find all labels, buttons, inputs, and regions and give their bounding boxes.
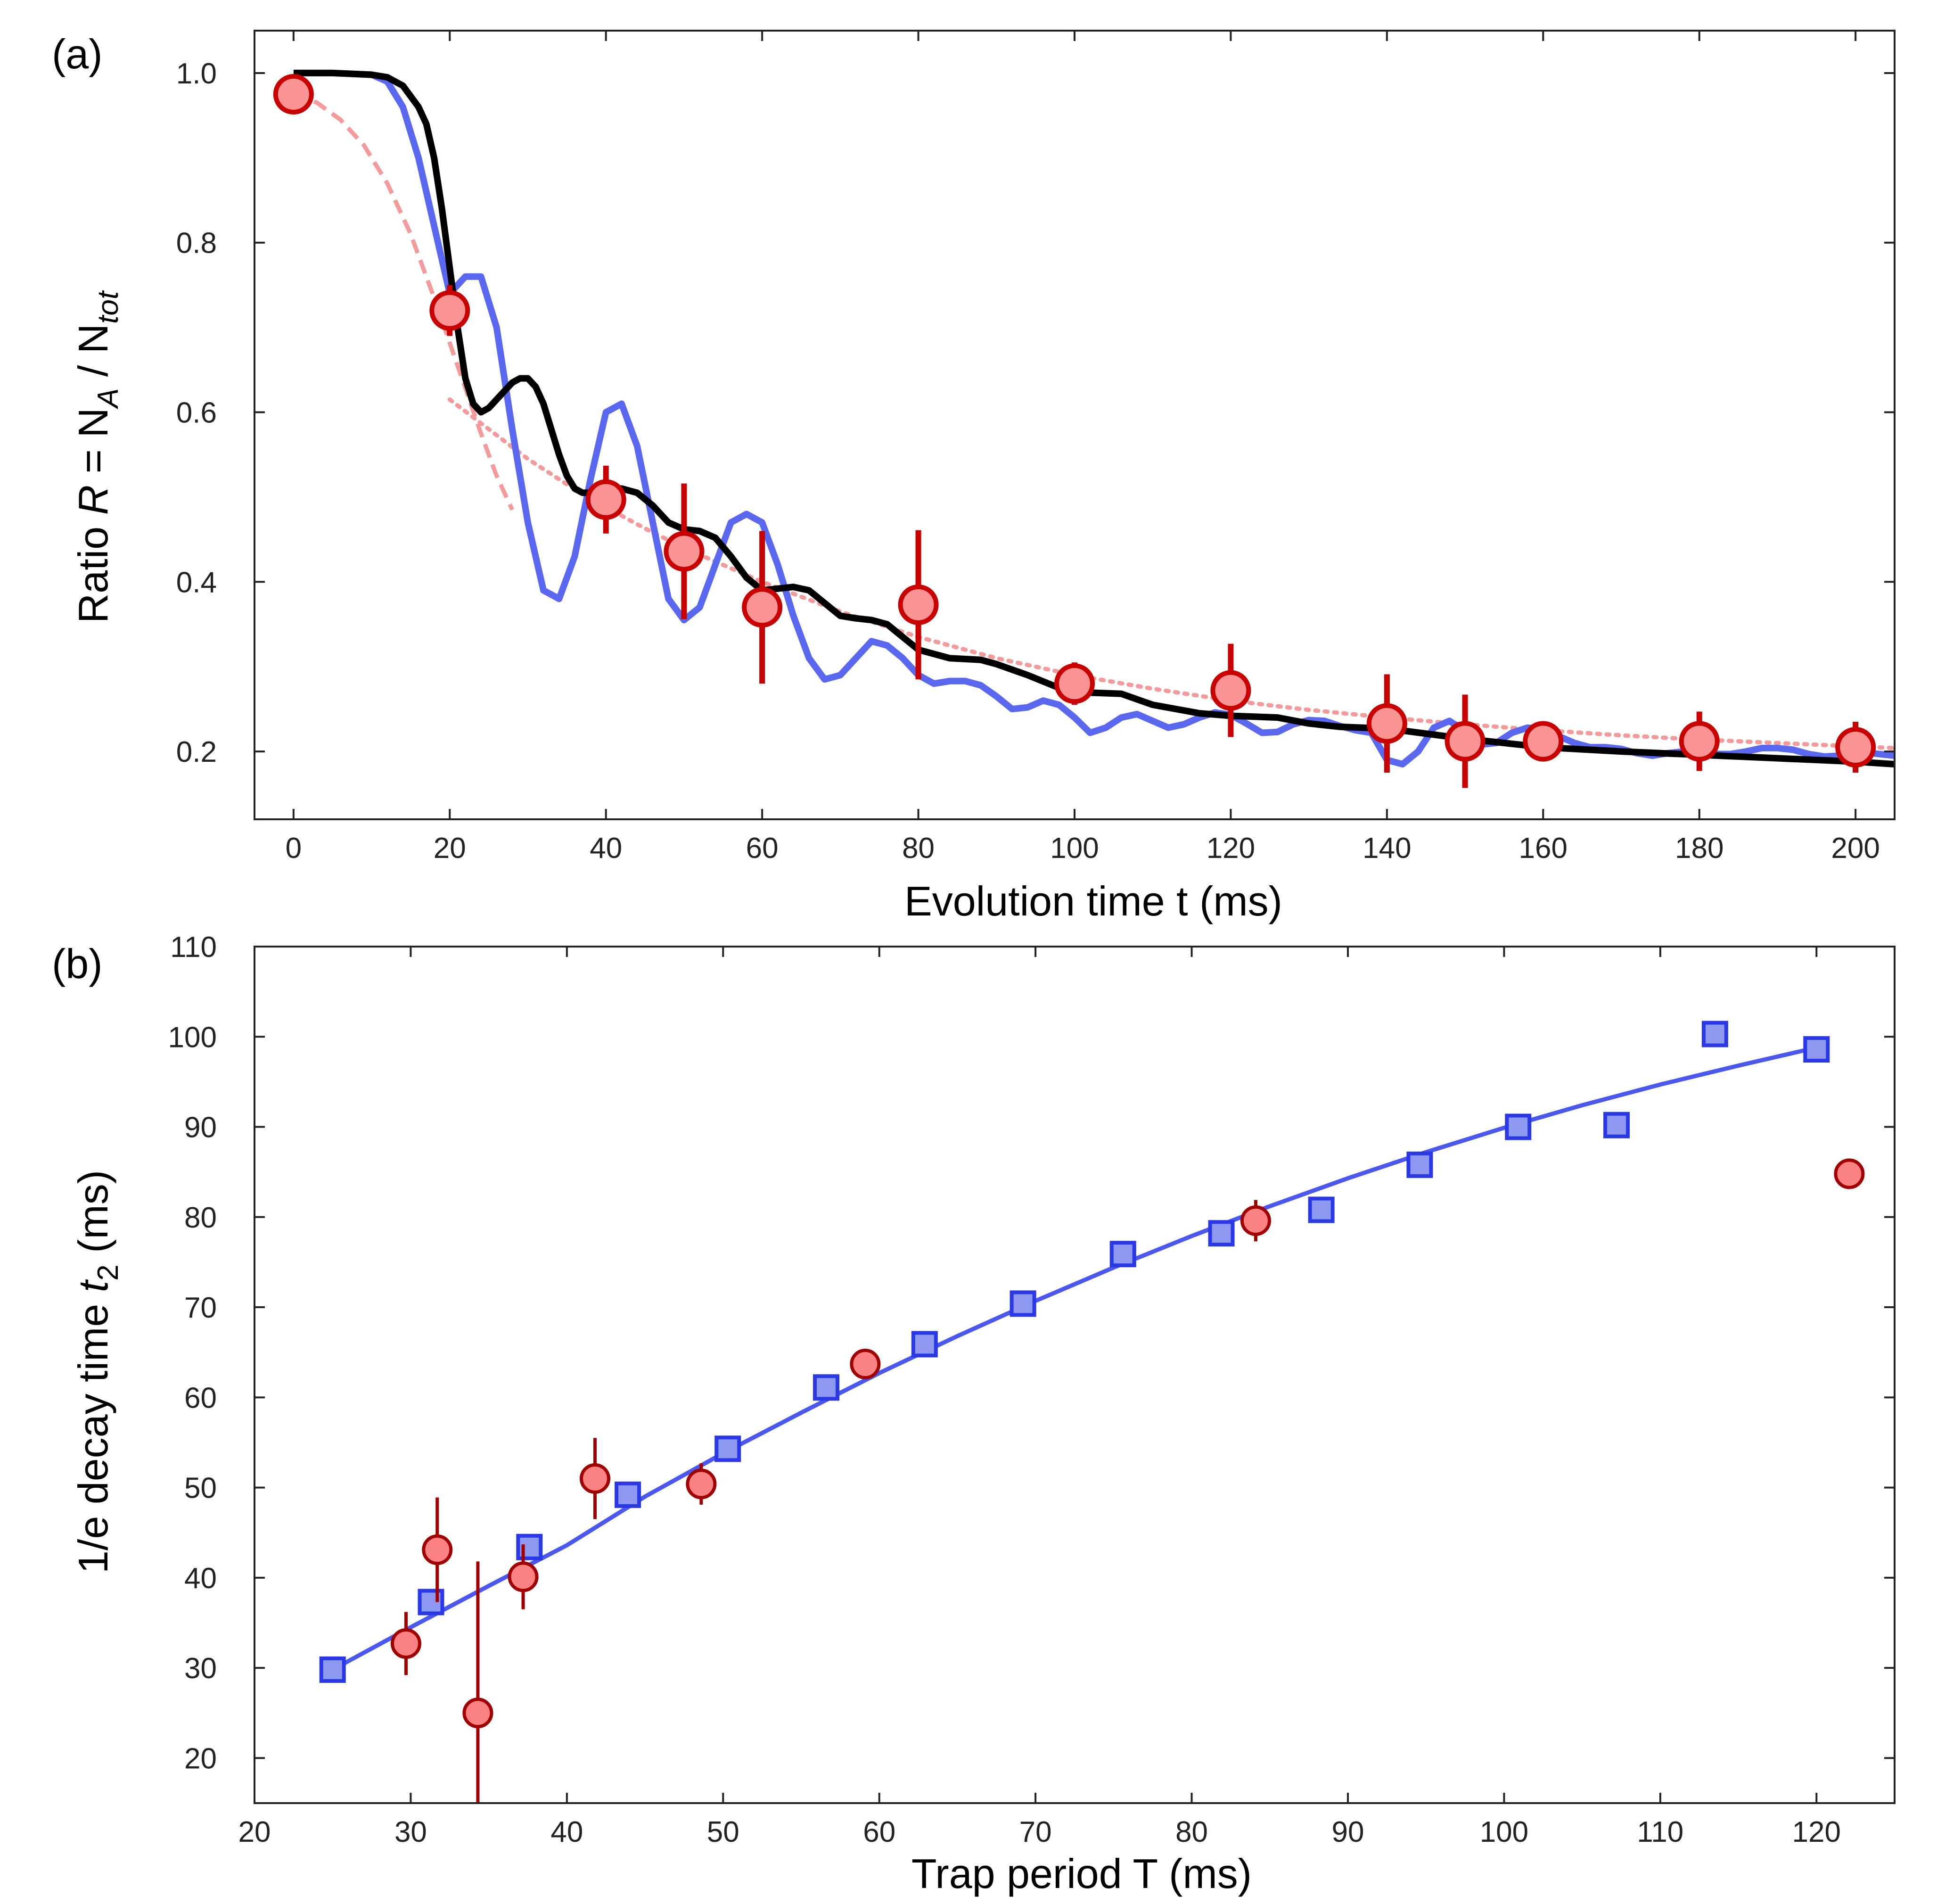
panel-a-x-axis-label: Evolution time t (ms): [904, 878, 1282, 924]
panel-a-x-tick-label: 140: [1362, 832, 1411, 865]
panel-b: (b) 20 30 40 50 60 70 80 90 100 110 120 20 30 40 50 60 7…: [52, 931, 1896, 1897]
panel-a-x-tick-label: 100: [1050, 832, 1099, 865]
data-point: [898, 584, 939, 625]
square-point: [516, 1533, 543, 1560]
panel-b-x-tick-label: 20: [238, 1816, 271, 1848]
panel-a-y-tick-label: 0.6: [176, 397, 217, 429]
square-point: [1803, 1036, 1830, 1063]
panel-a-x-tick-label: 0: [286, 832, 302, 865]
panel-b-label: (b): [52, 940, 103, 987]
square-point: [714, 1435, 741, 1462]
panel-b-y-tick-label: 70: [184, 1292, 217, 1324]
panel-b-x-tick-label: 110: [1637, 1816, 1683, 1848]
circle-point: [508, 1561, 539, 1592]
square-point: [1406, 1151, 1433, 1178]
circle-point: [1240, 1205, 1271, 1236]
panel-a-y-tick-label: 0.2: [176, 736, 217, 768]
panel-b-series: [319, 1021, 1865, 1803]
square-point: [1010, 1290, 1036, 1317]
panel-b-y-tick-label: 80: [184, 1202, 217, 1234]
data-point: [664, 531, 705, 572]
panel-a-y-tick-label: 0.8: [176, 227, 217, 260]
panel-b-x-tick-label: 100: [1480, 1816, 1528, 1848]
data-point: [1366, 703, 1407, 744]
panel-a-x-tick-label: 20: [434, 832, 466, 865]
panel-a-x-tick-label: 160: [1519, 832, 1568, 865]
panel-b-y-tick-label: 90: [184, 1112, 217, 1144]
panel-a-plot-area: 0 20 40 60 80 100 120 140 160 180 200 0.2 0.4 0.6 0.8 1…: [176, 30, 1896, 865]
panel-a-y-tick-label: 1.0: [176, 58, 217, 90]
square-point: [1603, 1112, 1630, 1138]
data-point: [585, 479, 626, 520]
panel-b-y-tick-label: 110: [170, 931, 217, 964]
panel-b-y-tick-label: 100: [168, 1021, 217, 1054]
panel-b-y-tick-label: 40: [184, 1562, 217, 1595]
panel-a-label: (a): [52, 31, 103, 77]
square-point: [319, 1656, 346, 1683]
panel-a-x-tick-label: 60: [746, 832, 779, 865]
square-point: [1505, 1113, 1532, 1140]
panel-b-y-tick-label: 30: [184, 1652, 217, 1685]
data-point: [1835, 727, 1876, 768]
panel-b-x-tick-label: 50: [707, 1816, 739, 1848]
panel-b-y-axis-label: 1/e decay time t2 (ms): [70, 1170, 124, 1574]
panel-b-x-axis-label: Trap period T (ms): [911, 1850, 1252, 1897]
square-point: [1208, 1220, 1235, 1247]
square-point: [813, 1374, 840, 1401]
panel-b-x-tick-label: 90: [1332, 1816, 1364, 1848]
panel-b-x-tick-label: 40: [550, 1816, 583, 1848]
panel-a-x-tick-label: 120: [1207, 832, 1255, 865]
panel-a-x-tick-label: 180: [1675, 832, 1724, 865]
panel-b-y-tick-label: 60: [184, 1382, 217, 1414]
data-point: [742, 587, 783, 628]
data-point: [273, 74, 314, 115]
data-point: [1523, 721, 1564, 762]
panel-b-x-tick-label: 30: [394, 1816, 427, 1848]
panel-a-x-tick-label: 80: [902, 832, 935, 865]
panel-b-x-tick-label: 60: [863, 1816, 895, 1848]
panel-a-x-tick-label: 200: [1831, 832, 1880, 865]
circle-point: [422, 1534, 453, 1566]
panel-b-plot-area: 20 30 40 50 60 70 80 90 100 110 120 20 30 40 50 60 70 80 9…: [168, 931, 1896, 1848]
circle-point: [686, 1468, 717, 1500]
panel-b-x-tick-label: 80: [1175, 1816, 1208, 1848]
panel-b-y-tick-label: 20: [184, 1742, 217, 1775]
series-black-model-line: [293, 69, 1895, 768]
square-point: [418, 1589, 444, 1616]
panel-a-series: [273, 69, 1895, 788]
panel-b-axes-frame: [254, 946, 1896, 1804]
series-pink-dashed-fit: [293, 92, 514, 511]
square-point: [911, 1331, 938, 1358]
circle-point: [462, 1698, 493, 1729]
data-point: [1679, 721, 1720, 762]
panel-a-y-axis-label: Ratio R = NA / Ntot: [70, 290, 124, 623]
square-point: [615, 1481, 641, 1508]
data-point: [429, 290, 470, 331]
square-point: [1109, 1241, 1136, 1268]
data-point: [1054, 663, 1095, 704]
panel-a-x-tick-label: 40: [590, 832, 622, 865]
circle-point: [390, 1628, 421, 1659]
panel-a-y-tick-label: 0.4: [176, 566, 217, 599]
square-point: [1308, 1196, 1335, 1223]
circle-point: [580, 1463, 611, 1494]
panel-b-x-tick-label: 120: [1792, 1816, 1841, 1848]
circle-point: [1834, 1158, 1865, 1189]
data-point: [1210, 670, 1251, 711]
series-fit-line: [331, 1045, 1817, 1672]
data-point: [1445, 721, 1486, 762]
panel-b-x-tick-label: 70: [1019, 1816, 1052, 1848]
panel-b-y-tick-label: 50: [184, 1472, 217, 1505]
square-point: [1701, 1021, 1728, 1047]
circle-point: [850, 1349, 881, 1380]
panel-a: (a) 0 20 40 60 80 100 120 140 160 180 200 0.2 0.4 0.6…: [52, 30, 1896, 924]
